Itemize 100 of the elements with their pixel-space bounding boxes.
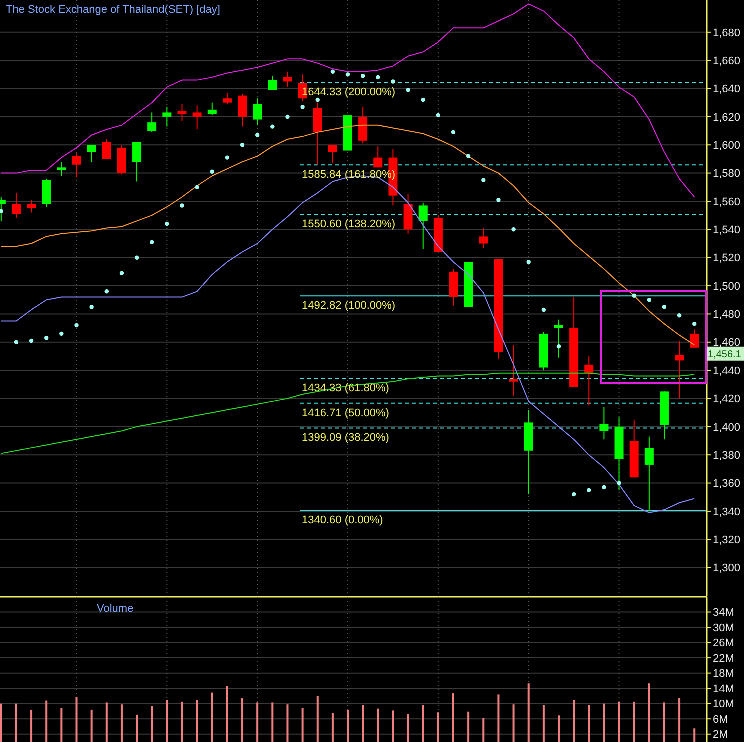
candlestick	[72, 153, 82, 178]
bar	[0, 704, 2, 742]
point	[44, 336, 49, 340]
point	[512, 228, 516, 232]
bar	[120, 704, 123, 742]
bar	[181, 702, 184, 742]
point	[316, 98, 320, 102]
point	[150, 240, 154, 244]
chart-title: The Stock Exchange of Thailand(SET) [day]	[6, 4, 220, 16]
bar	[663, 702, 666, 742]
bar	[76, 696, 78, 742]
point	[120, 271, 124, 276]
bar	[332, 713, 334, 742]
bar	[694, 728, 696, 742]
point	[74, 323, 79, 328]
point	[391, 80, 396, 84]
bar	[166, 700, 168, 742]
bar	[633, 702, 636, 742]
y-tick-label: 1,580	[713, 168, 741, 180]
point	[632, 294, 636, 298]
point	[572, 492, 576, 497]
point	[0, 209, 4, 214]
bar	[542, 705, 545, 742]
candlestick	[253, 98, 262, 126]
point	[210, 170, 214, 174]
bar	[211, 692, 214, 742]
y-tick-label: 1,300	[713, 562, 741, 575]
bar	[573, 700, 576, 742]
ref-line-label: 1550.60 (138.20%)	[302, 218, 396, 231]
y-tick-label: 1,460	[713, 337, 741, 350]
candlestick	[644, 436, 654, 512]
bar	[242, 698, 244, 742]
point	[376, 75, 380, 80]
point	[195, 185, 200, 190]
y-tick-label: 1,620	[713, 112, 741, 124]
bar	[482, 718, 485, 742]
candlestick	[268, 76, 278, 91]
bar	[90, 710, 93, 742]
point	[421, 98, 426, 102]
candlestick	[42, 178, 52, 208]
point	[180, 204, 184, 208]
bar	[437, 712, 440, 742]
candlestick	[57, 162, 66, 177]
bar	[498, 694, 500, 742]
bar	[196, 700, 198, 742]
bar	[151, 706, 154, 742]
point	[270, 124, 275, 129]
point	[482, 178, 486, 182]
y-tick-label: 1,440	[713, 365, 741, 378]
point	[255, 133, 260, 138]
bar	[347, 710, 350, 742]
bar	[422, 705, 424, 742]
point	[677, 314, 682, 318]
bar	[136, 714, 138, 742]
y-tick-label: 1,540	[713, 224, 741, 237]
point	[496, 198, 501, 202]
candlestick	[192, 105, 202, 130]
bar	[468, 712, 470, 742]
y-tick-label: 1,600	[713, 140, 741, 152]
bar	[377, 708, 380, 742]
y-tick-label: 1,560	[713, 196, 741, 208]
point	[29, 338, 34, 344]
ref-line-label: 1416.71 (50.00%)	[302, 407, 390, 420]
bar	[60, 708, 63, 742]
y-tick-label: 1,480	[713, 309, 741, 322]
bar	[272, 702, 274, 742]
y-tick-label: 10M	[713, 698, 734, 711]
candlestick	[479, 228, 488, 248]
point	[436, 113, 441, 118]
candlestick	[162, 106, 172, 128]
point	[346, 72, 350, 77]
candlestick	[600, 406, 609, 440]
bar	[558, 716, 560, 742]
point	[134, 256, 140, 260]
y-tick-label: 14M	[713, 683, 734, 696]
bar	[618, 702, 620, 742]
point	[104, 290, 109, 294]
line-series	[0, 4, 696, 198]
bar	[528, 684, 530, 742]
y-tick-label: 1,400	[713, 422, 741, 434]
y-tick-label: 1,320	[713, 534, 741, 546]
candlestick	[238, 94, 248, 128]
bar	[30, 710, 33, 742]
point	[662, 305, 667, 310]
candlestick	[690, 329, 700, 348]
candlestick	[328, 144, 338, 164]
point	[286, 114, 290, 120]
point	[526, 260, 531, 264]
y-tick-label: 6M	[713, 714, 728, 726]
point	[165, 222, 170, 226]
y-tick-label: 26M	[713, 638, 734, 650]
ref-line-label: 1340.60 (0.00%)	[302, 514, 384, 527]
point	[556, 344, 562, 349]
point	[617, 481, 622, 486]
candlestick	[283, 71, 292, 88]
candlestick	[12, 192, 21, 219]
candlestick	[584, 356, 594, 406]
bar	[407, 714, 410, 742]
point	[647, 298, 652, 302]
y-tick-label: 1,520	[713, 252, 741, 265]
